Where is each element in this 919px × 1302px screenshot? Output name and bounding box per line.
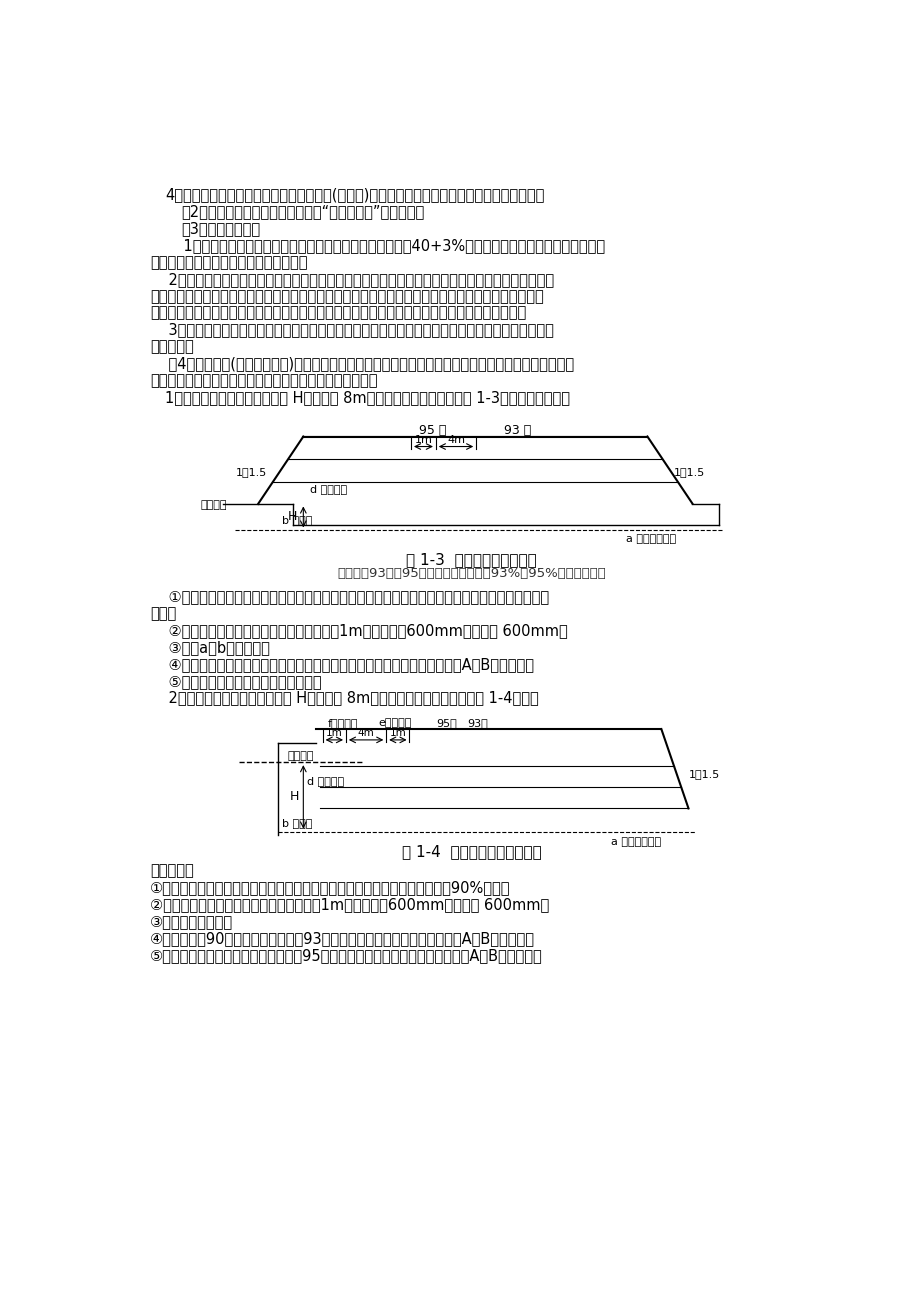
Text: 1m: 1m — [389, 728, 406, 738]
Text: 4m: 4m — [447, 435, 464, 445]
Text: 图 1-3  路堤全幅填筑示意图: 图 1-3 路堤全幅填筑示意图 — [405, 552, 537, 566]
Text: 1）施工中严格控制碎压时黄土的含水量，在最佳含水量的40+3%范围内，并不低于最佳含水量，有利: 1）施工中严格控制碎压时黄土的含水量，在最佳含水量的40+3%范围内，并不低于最… — [165, 238, 605, 253]
Text: 注：图中93区、95区代表该区压实度为93%和95%，以下各图同: 注：图中93区、95区代表该区压实度为93%和95%，以下各图同 — [336, 568, 606, 581]
Text: e土工网格: e土工网格 — [378, 719, 412, 728]
Text: （4）特殊路基(隕坎、高填方)填筑：应做好填挖界面的结合部，挖好向内倾斜的台阶。如结合面隕立，: （4）特殊路基(隕坎、高填方)填筑：应做好填挖界面的结合部，挖好向内倾斜的台阶。… — [150, 357, 573, 371]
Text: ③重复a、b两个步骤。: ③重复a、b两个步骤。 — [150, 639, 269, 655]
Text: H: H — [288, 510, 297, 523]
Text: b 土工钉: b 土工钉 — [281, 818, 312, 828]
Text: ④当填筑高程达到老土平台高度时，在结合处加铺一层土工网格，采用插酉A、B进行固定。: ④当填筑高程达到老土平台高度时，在结合处加铺一层土工网格，采用插酉A、B进行固定… — [150, 656, 533, 672]
Text: （3）一般路堤填筑: （3）一般路堤填筑 — [181, 221, 260, 236]
Text: 95区: 95区 — [437, 719, 457, 728]
Text: 93区: 93区 — [467, 719, 488, 728]
Text: 过程如下：: 过程如下： — [150, 863, 193, 878]
Text: 1：1.5: 1：1.5 — [688, 768, 720, 779]
Text: 坡脚以外。: 坡脚以外。 — [150, 340, 193, 354]
Text: 晔至所需含水量再进行碎压，必要时可掺入适量石灰处理，降低含水量，掺灰后应将土、灰拌匀。: 晔至所需含水量再进行碎压，必要时可掺入适量石灰处理，降低含水量，掺灰后应将土、灰… — [150, 306, 526, 320]
Text: 1m: 1m — [325, 728, 343, 738]
Text: ②在新老土结合处楇进一排土工酉，间距为1m，打入老土600mm，外部留 600mm。: ②在新老土结合处楇进一排土工酉，间距为1m，打入老土600mm，外部留 600m… — [150, 897, 549, 911]
Text: 小时，采用洒水车对土体水分进行补充，再进行碎压；若含水量过大时，不要急于碎压，应进行翻松晧: 小时，采用洒水车对土体水分进行补充，再进行碎压；若含水量过大时，不要急于碎压，应… — [150, 289, 543, 303]
Text: （2）挖方路堑施工：操作方法详见“路基土石方”相关内容。: （2）挖方路堑施工：操作方法详见“路基土石方”相关内容。 — [181, 204, 424, 219]
Text: 2）要求在路堤填筑施工过程中，加强含水量的检测，当含水量达到要求后，随即碎压；当含水量过: 2）要求在路堤填筑施工过程中，加强含水量的检测，当含水量达到要求后，随即碎压；当… — [150, 272, 553, 286]
Text: ⑤按设计及规范要求填筑到设计标高。: ⑤按设计及规范要求填筑到设计标高。 — [150, 673, 321, 689]
Text: b 土工钉: b 土工钉 — [281, 516, 312, 525]
Text: f土工网格: f土工网格 — [328, 719, 358, 728]
Text: 原地面线: 原地面线 — [200, 500, 227, 509]
Text: ①在清表碎压后的地基表面先填筑两层素土，采用试验段松铺厚度，压实度标准以设计和规范要求: ①在清表碎压后的地基表面先填筑两层素土，采用试验段松铺厚度，压实度标准以设计和规… — [150, 589, 549, 604]
Text: 3）路堤填至设计高程后，应根据设计及时修筑外侧边缘的拦水、截水沟构造物和急流槽，将水引至: 3）路堤填至设计高程后，应根据设计及时修筑外侧边缘的拦水、截水沟构造物和急流槽，… — [150, 323, 553, 337]
Text: 95 区: 95 区 — [419, 424, 446, 437]
Text: H: H — [289, 790, 299, 803]
Text: 无法挖成台阶时，可根据不同断面，采用土工钉加强结合。: 无法挖成台阶时，可根据不同断面，采用土工钉加强结合。 — [150, 374, 377, 388]
Text: 4m: 4m — [357, 728, 374, 738]
Text: 为准。: 为准。 — [150, 605, 176, 621]
Text: 4）高路堤路基施工期间，应在两侧或一侧(超高段)设临时阻水、拦水设施，以防雨水冲毁边坡。: 4）高路堤路基施工期间，应在两侧或一侧(超高段)设临时阻水、拦水设施，以防雨水冲… — [165, 187, 544, 202]
Text: 1）隕坎高度或填挖结合部高差 H小于等于 8m，路堤全幅填筑的情况按图 1-3处理。过程如下：: 1）隕坎高度或填挖结合部高差 H小于等于 8m，路堤全幅填筑的情况按图 1-3处… — [165, 391, 570, 405]
Text: ⑤当填筑高度距路基设计标高即将进入95区时，加铺一层土工网格，并采用插酉A、B进行固定。: ⑤当填筑高度距路基设计标高即将进入95区时，加铺一层土工网格，并采用插酉A、B进… — [150, 948, 542, 962]
Text: d 土工网格: d 土工网格 — [307, 776, 344, 786]
Text: 图 1-4  路堤非全幅填筑示意图: 图 1-4 路堤非全幅填筑示意图 — [402, 845, 540, 859]
Text: 1：1.5: 1：1.5 — [673, 467, 704, 477]
Text: 1m: 1m — [414, 435, 432, 445]
Text: d 土工网格: d 土工网格 — [309, 484, 346, 495]
Text: ②在新老土结合处楷进一排土工钉，间距为1m，打入老土600mm，外部留 600mm。: ②在新老土结合处楷进一排土工钉，间距为1m，打入老土600mm，外部留 600m… — [150, 622, 567, 638]
Text: 93 区: 93 区 — [504, 424, 531, 437]
Text: ①在清表碎压后的地基表面先填筑两层素土，采用试验段松铺厚度，压实度为90%以上。: ①在清表碎压后的地基表面先填筑两层素土，采用试验段松铺厚度，压实度为90%以上。 — [150, 880, 510, 894]
Text: 于保证实际碎压含水量在要求范围之内。: 于保证实际碎压含水量在要求范围之内。 — [150, 255, 307, 270]
Text: a 先填两层素土: a 先填两层素土 — [610, 837, 661, 846]
Text: 2）隕坎高度或填挖结合部高差 H小于等于 8m，路堤非全幅填筑的情况按图 1-4处理。: 2）隕坎高度或填挖结合部高差 H小于等于 8m，路堤非全幅填筑的情况按图 1-4… — [150, 690, 538, 706]
Text: ③重复前两个步骤。: ③重复前两个步骤。 — [150, 914, 233, 928]
Text: a 先填两层素土: a 先填两层素土 — [626, 534, 675, 544]
Text: ④当填筑达到90区顶标高，即将进入93区时，加铺一层土工网格，采用插酉A、B进行固定。: ④当填筑达到90区顶标高，即将进入93区时，加铺一层土工网格，采用插酉A、B进行… — [150, 931, 534, 945]
Text: 1：1.5: 1：1.5 — [235, 467, 267, 477]
Text: 原地面线: 原地面线 — [288, 751, 314, 762]
